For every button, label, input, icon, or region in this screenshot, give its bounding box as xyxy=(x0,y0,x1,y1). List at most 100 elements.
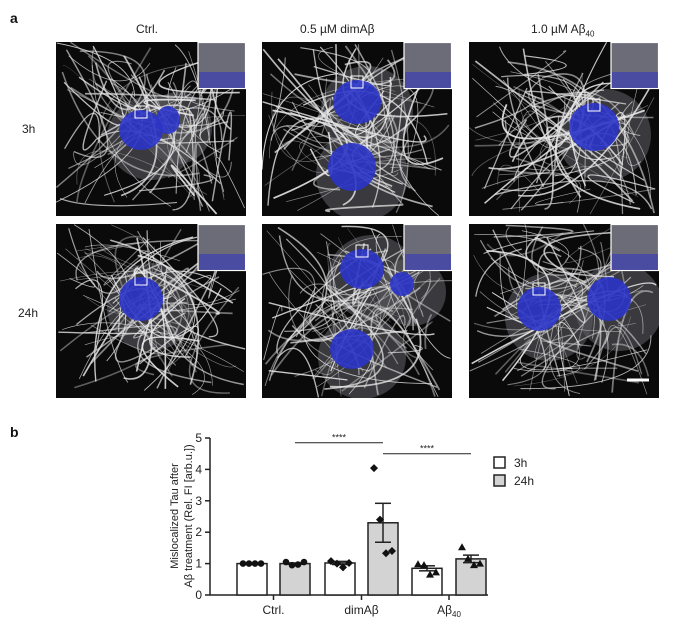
neurite xyxy=(520,224,528,301)
data-point xyxy=(414,560,422,568)
neurite xyxy=(320,327,399,397)
neurite xyxy=(325,241,360,333)
neurite xyxy=(516,361,640,384)
neurite xyxy=(133,303,186,339)
neurite xyxy=(274,60,372,154)
neurite xyxy=(375,233,439,397)
inset-nucleus xyxy=(405,72,451,88)
neurite xyxy=(264,301,436,397)
neurite xyxy=(497,157,551,174)
data-point xyxy=(282,558,290,566)
x-tick-label: Aβ40 xyxy=(437,603,461,619)
neurite xyxy=(185,113,204,153)
data-point xyxy=(376,515,384,524)
legend-swatch-24h xyxy=(493,474,506,487)
neurite xyxy=(83,295,205,395)
data-point xyxy=(333,559,341,568)
neurite xyxy=(90,324,165,355)
neurite xyxy=(74,283,183,389)
significance-label: **** xyxy=(420,444,435,454)
neurite xyxy=(399,139,416,192)
data-point xyxy=(464,554,472,562)
data-point xyxy=(458,543,466,551)
inset-nucleus xyxy=(405,254,451,270)
neurite xyxy=(188,286,240,394)
neurite xyxy=(84,251,176,355)
neurite xyxy=(174,44,211,146)
data-point xyxy=(345,558,353,567)
neurite xyxy=(215,156,245,209)
neurite xyxy=(82,311,127,377)
micrograph-24h-1 xyxy=(262,224,452,398)
neurite xyxy=(314,302,338,376)
neurite xyxy=(118,236,198,332)
neurite xyxy=(148,62,187,194)
neurite xyxy=(106,278,127,362)
neurite xyxy=(320,233,411,328)
neurite xyxy=(483,87,528,189)
neurite xyxy=(75,239,211,281)
neurite xyxy=(271,91,340,162)
data-point xyxy=(294,561,302,568)
neurite xyxy=(414,279,432,310)
row-label-24h: 24h xyxy=(18,306,39,320)
neurite xyxy=(276,347,320,398)
neurite xyxy=(524,55,567,75)
column-label-dimab: 0.5 µM dimAβ xyxy=(300,22,375,36)
data-point xyxy=(245,560,253,567)
neurite xyxy=(475,248,522,297)
neurite xyxy=(619,101,641,136)
neurite xyxy=(520,348,580,377)
data-point xyxy=(420,561,428,569)
nucleus xyxy=(328,143,376,191)
y-tick-label: 3 xyxy=(195,494,202,508)
neurite xyxy=(524,136,578,171)
neurite xyxy=(501,74,585,211)
neurite xyxy=(534,236,560,252)
neurite xyxy=(359,117,390,146)
neurite xyxy=(59,270,189,372)
neurite xyxy=(294,59,396,86)
neurite xyxy=(65,49,109,159)
neurite xyxy=(474,60,621,177)
data-point xyxy=(300,558,308,566)
neurite xyxy=(486,250,551,382)
neurite xyxy=(76,47,152,202)
neurite xyxy=(268,370,348,381)
neurite xyxy=(557,322,581,396)
neurite xyxy=(518,110,561,212)
neurite xyxy=(626,80,642,166)
neurite xyxy=(475,72,583,141)
neurite xyxy=(510,71,651,199)
neurite xyxy=(543,230,638,284)
x-tick-label: dimAβ xyxy=(344,603,378,617)
neurite xyxy=(493,294,647,355)
neurite xyxy=(549,268,581,394)
panel-b-letter: b xyxy=(10,424,19,440)
neurite xyxy=(522,48,570,148)
neurite xyxy=(531,226,614,276)
legend-label-24h: 24h xyxy=(514,474,534,488)
neurite xyxy=(162,267,244,386)
roi-box xyxy=(587,98,601,112)
neurite xyxy=(469,261,584,372)
neurite xyxy=(262,48,392,139)
neurite xyxy=(537,251,562,377)
neurite xyxy=(172,109,194,211)
neurite xyxy=(534,321,566,359)
column-label-ab40: 1.0 µM Aβ40 xyxy=(531,22,595,39)
neurite xyxy=(143,268,196,391)
neurite xyxy=(312,49,419,147)
nucleus xyxy=(390,272,414,296)
neurite xyxy=(142,236,219,338)
data-point xyxy=(426,570,434,578)
inset-nucleus xyxy=(612,254,658,270)
y-tick-label: 4 xyxy=(195,462,202,476)
neurite xyxy=(270,303,394,376)
neurite xyxy=(513,306,580,373)
neurite xyxy=(103,93,175,196)
neurite xyxy=(62,65,194,199)
neurite xyxy=(268,302,435,336)
neurite xyxy=(520,330,610,377)
